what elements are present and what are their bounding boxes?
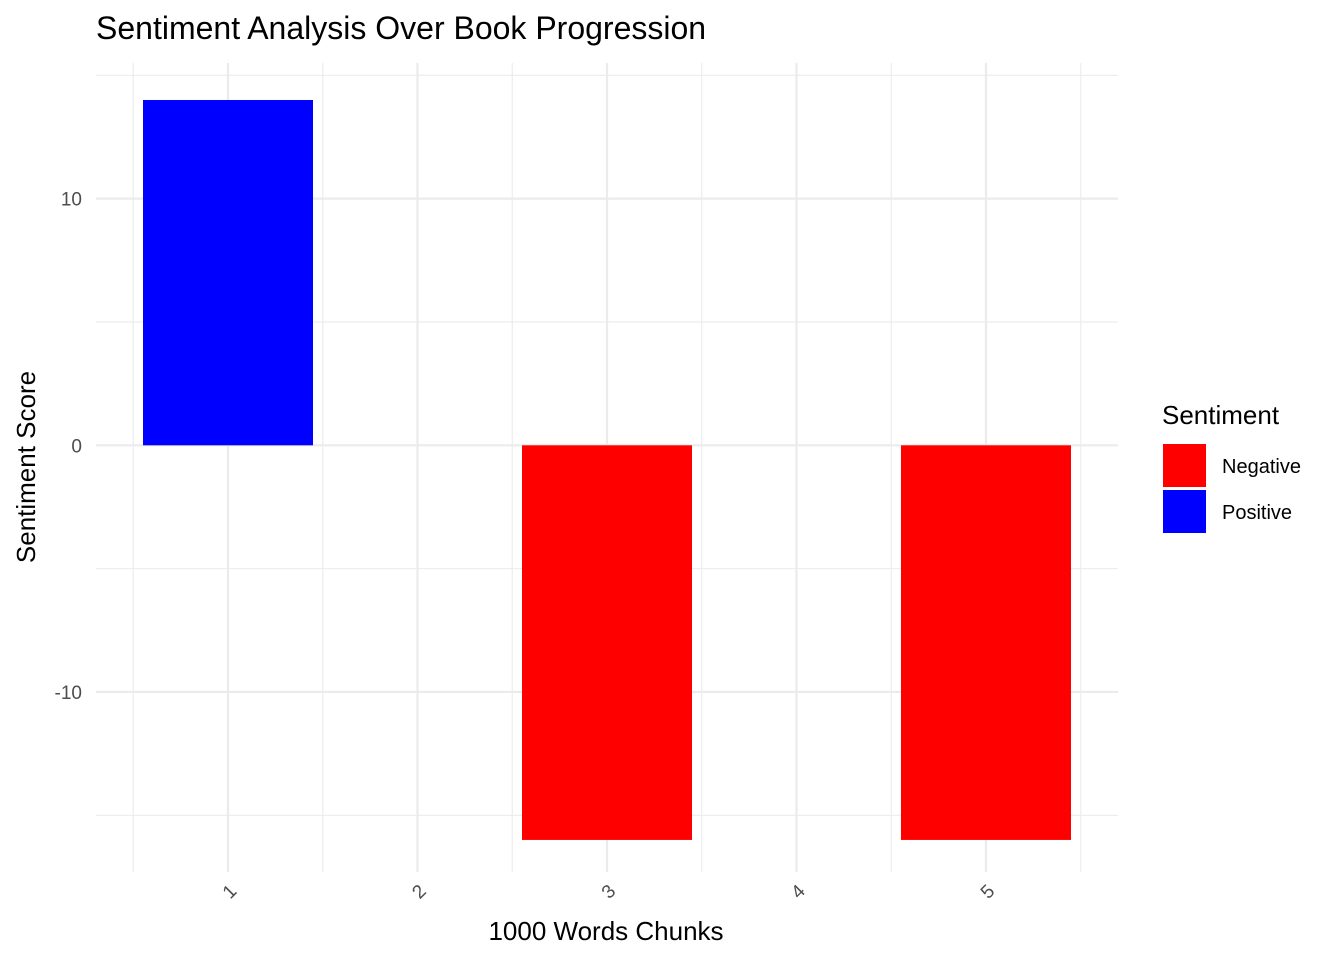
x-axis-title: 1000 Words Chunks	[488, 916, 723, 946]
y-tick-label: 10	[61, 190, 82, 211]
y-axis-title: Sentiment Score	[11, 371, 41, 563]
bars	[143, 99, 1071, 840]
legend-label: Negative	[1222, 456, 1301, 478]
legend-key-positive	[1163, 490, 1206, 533]
bar-5	[901, 445, 1071, 840]
bar-1	[143, 99, 313, 446]
legend-title: Sentiment	[1162, 400, 1280, 430]
bar-3	[522, 445, 692, 840]
chart-title: Sentiment Analysis Over Book Progression	[96, 10, 706, 46]
legend-key-negative	[1163, 444, 1206, 487]
y-axis-tick-labels: -10 0 10	[55, 190, 82, 704]
legend: Sentiment Negative Positive	[1162, 400, 1301, 533]
legend-entries: Negative Positive	[1163, 444, 1301, 533]
legend-label: Positive	[1222, 502, 1292, 524]
y-tick-label: 0	[71, 436, 82, 457]
y-tick-label: -10	[55, 683, 82, 704]
